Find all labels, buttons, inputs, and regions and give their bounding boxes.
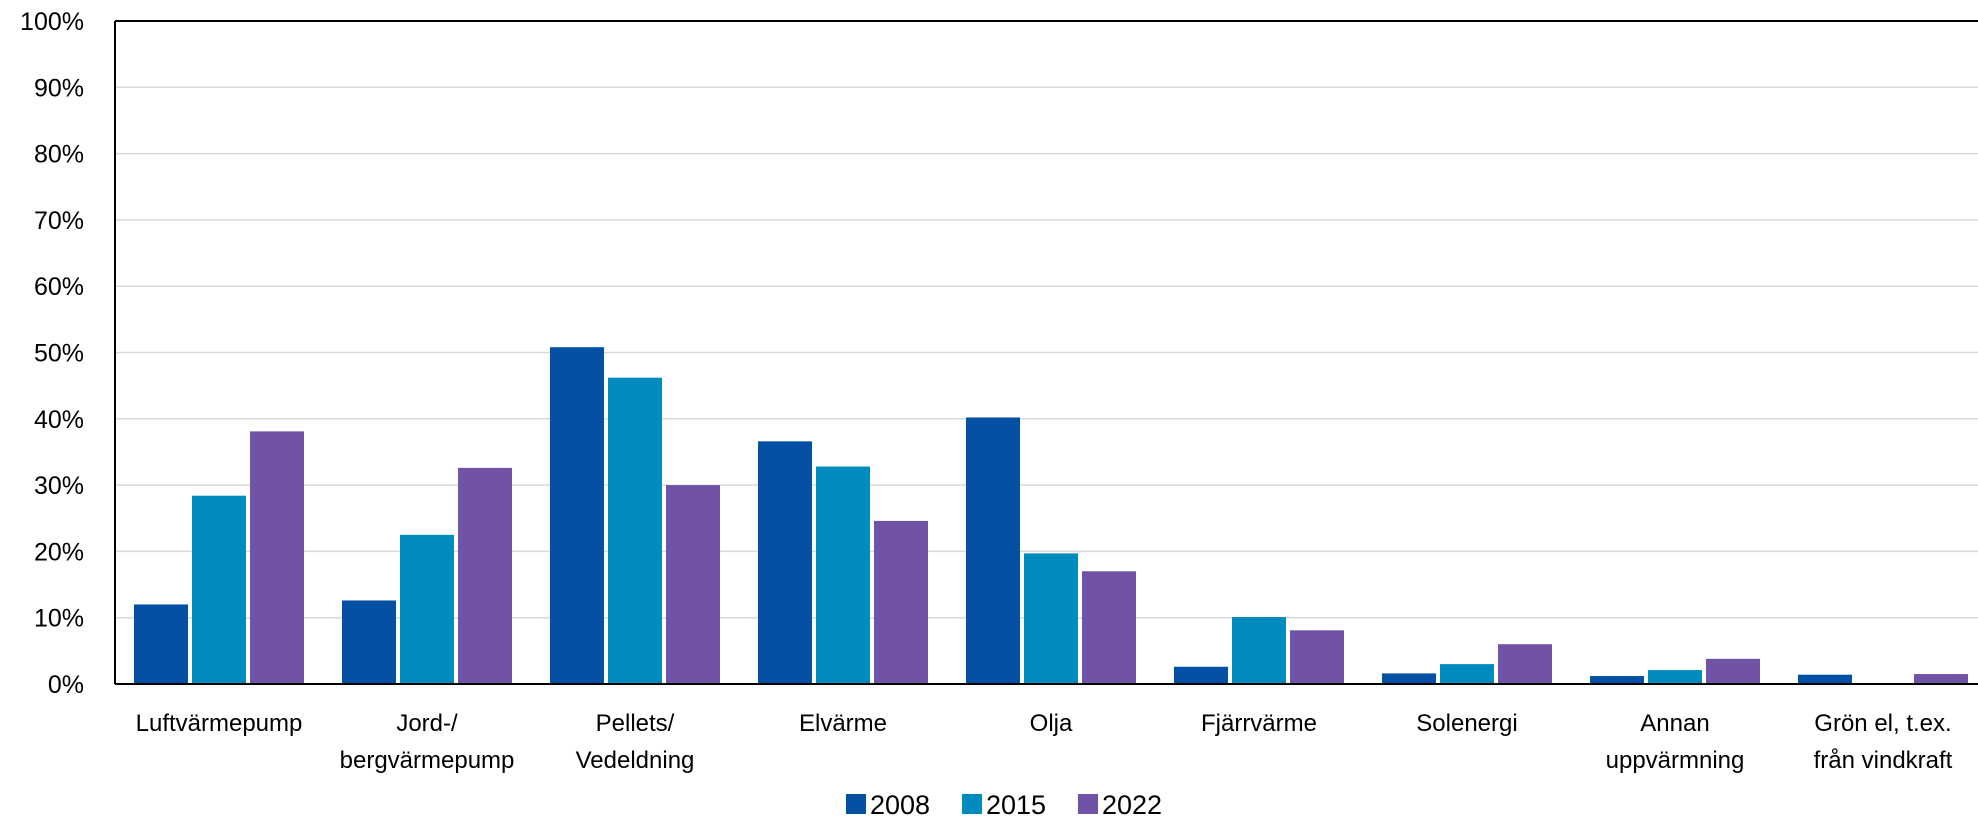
bar-2008 xyxy=(342,600,396,684)
y-tick-label: 80% xyxy=(34,141,84,169)
bar-2008 xyxy=(1174,666,1228,684)
x-category-label: från vindkraft xyxy=(1814,747,1953,774)
x-category-label: bergvärmepump xyxy=(340,747,515,774)
y-tick-label: 100% xyxy=(20,8,84,36)
bar-2022 xyxy=(1290,630,1344,684)
bar-2022 xyxy=(458,467,512,684)
legend-swatch-2008 xyxy=(846,794,866,814)
legend-swatch-2022 xyxy=(1078,794,1098,814)
bar-2022 xyxy=(874,520,928,684)
bar-2008 xyxy=(1382,673,1436,684)
y-tick-label: 50% xyxy=(34,340,84,368)
bar-2022 xyxy=(1498,644,1552,684)
x-category-label: Elvärme xyxy=(799,710,887,737)
bar-2015 xyxy=(816,466,870,684)
bar-2015 xyxy=(1648,670,1702,684)
y-tick-label: 60% xyxy=(34,273,84,301)
x-category-label: Vedeldning xyxy=(576,747,695,774)
x-category-label: Luftvärmepump xyxy=(136,710,303,737)
x-category-label: Solenergi xyxy=(1416,710,1517,737)
legend: 2008 2015 2022 xyxy=(846,790,1162,820)
y-tick-label: 30% xyxy=(34,472,84,500)
bar-2008 xyxy=(134,604,188,684)
y-tick-label: 40% xyxy=(34,406,84,434)
legend-label-2008: 2008 xyxy=(870,790,930,820)
bar-2008 xyxy=(758,441,812,684)
bar-2015 xyxy=(192,495,246,684)
bar-2022 xyxy=(1082,571,1136,684)
axes xyxy=(114,20,1978,685)
bar-2015 xyxy=(1232,617,1286,684)
bar-2008 xyxy=(1590,676,1644,684)
bar-2008 xyxy=(550,347,604,684)
y-tick-label: 90% xyxy=(34,74,84,102)
x-category-label: Annan xyxy=(1640,710,1709,737)
bar-2015 xyxy=(1024,553,1078,684)
x-category-label: Fjärrvärme xyxy=(1201,710,1317,737)
x-category-label: Olja xyxy=(1030,710,1073,737)
bar-2015 xyxy=(400,534,454,684)
legend-label-2022: 2022 xyxy=(1102,790,1162,820)
bars xyxy=(134,347,1968,684)
y-tick-label: 10% xyxy=(34,605,84,633)
x-axis-category-labels: Luftvärmepump Jord-/ bergvärmepump Pellets/… xyxy=(136,710,1953,774)
x-category-label: Pellets/ xyxy=(596,710,675,737)
y-tick-label: 70% xyxy=(34,207,84,235)
x-category-label: uppvärmning xyxy=(1606,747,1745,774)
legend-swatch-2015 xyxy=(962,794,982,814)
y-tick-label: 0% xyxy=(48,671,84,699)
x-category-label: Jord-/ xyxy=(396,710,458,737)
bar-2008 xyxy=(966,417,1020,684)
legend-label-2015: 2015 xyxy=(986,790,1046,820)
bar-2008 xyxy=(1798,674,1852,684)
bar-2022 xyxy=(1706,658,1760,684)
bar-2022 xyxy=(666,485,720,684)
y-axis-tick-labels: 0% 10% 20% 30% 40% 50% 60% 70% 80% 90% 100% xyxy=(20,8,84,699)
bar-2015 xyxy=(1440,664,1494,684)
bar-2022 xyxy=(250,431,304,684)
bar-2015 xyxy=(608,377,662,684)
bar-2022 xyxy=(1914,674,1968,684)
gridlines xyxy=(115,86,1978,619)
x-category-label: Grön el, t.ex. xyxy=(1814,710,1951,737)
y-tick-label: 20% xyxy=(34,538,84,566)
